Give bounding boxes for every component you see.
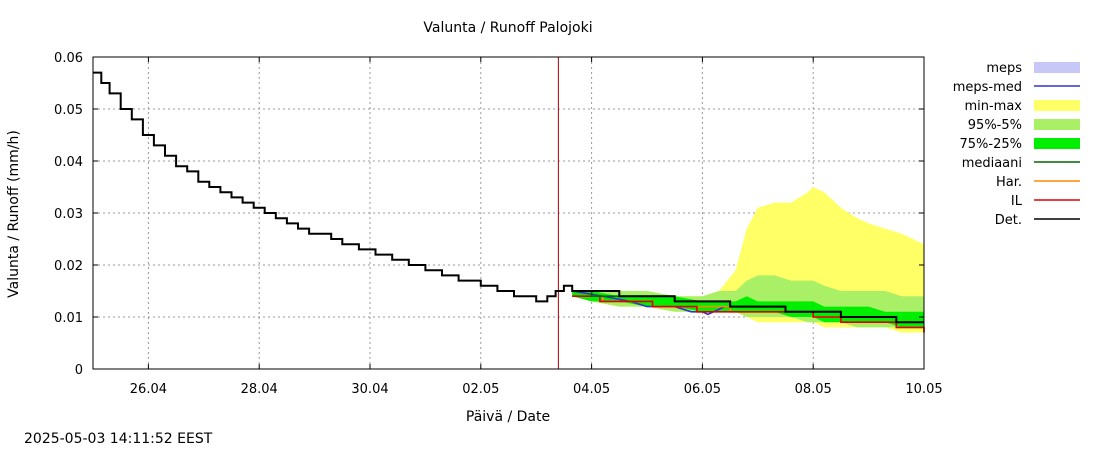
x-tick-label: 28.04 — [241, 382, 278, 397]
y-tick-label: 0.03 — [54, 207, 83, 222]
legend-label: min-max — [964, 99, 1022, 114]
x-tick-label: 26.04 — [130, 382, 167, 397]
x-tick-label: 04.05 — [573, 382, 610, 397]
legend-entry-p95-5: 95%-5% — [968, 118, 1080, 133]
legend-entry-p75-25: 75%-25% — [960, 137, 1080, 152]
y-axis-label: Valunta / Runoff (mm/h) — [6, 130, 22, 298]
legend-entry-mediaani: mediaani — [962, 156, 1080, 171]
y-tick-label: 0 — [75, 363, 83, 378]
legend-entry-har: Har. — [996, 175, 1080, 190]
legend-label: IL — [1011, 194, 1023, 209]
legend-label: 95%-5% — [968, 118, 1022, 133]
y-tick-label: 0.05 — [54, 103, 83, 118]
y-tick-label: 0.06 — [54, 51, 83, 66]
y-tick-label: 0.04 — [54, 155, 83, 170]
legend-entry-meps-med: meps-med — [953, 80, 1080, 95]
legend-label: Har. — [996, 175, 1022, 190]
y-tick-label: 0.01 — [54, 311, 83, 326]
legend-entry-meps: meps — [986, 61, 1080, 76]
x-tick-label: 10.05 — [905, 382, 942, 397]
chart-title: Valunta / Runoff Palojoki — [423, 20, 592, 36]
legend-swatch — [1034, 62, 1080, 73]
legend-label: meps-med — [953, 80, 1022, 95]
legend-label: mediaani — [962, 156, 1022, 171]
x-tick-label: 30.04 — [351, 382, 388, 397]
x-tick-label: 06.05 — [684, 382, 721, 397]
line-layer — [93, 57, 925, 369]
band-p75-25 — [572, 291, 924, 328]
legend: meps meps-med min-max 95%-5% 75%-25% mediaani… — [953, 61, 1080, 228]
legend-entry-min-max: min-max — [964, 99, 1080, 114]
legend-entry-il: IL — [1011, 194, 1080, 209]
legend-label: 75%-25% — [960, 137, 1022, 152]
legend-swatch — [1034, 119, 1080, 130]
series-il — [572, 295, 925, 333]
legend-swatch — [1034, 138, 1080, 149]
timestamp-footer: 2025-05-03 14:11:52 EEST — [24, 431, 213, 447]
legend-swatch — [1034, 100, 1080, 111]
legend-entry-det: Det. — [995, 213, 1080, 228]
x-tick-label: 02.05 — [462, 382, 499, 397]
x-tick-label: 08.05 — [795, 382, 832, 397]
legend-label: Det. — [995, 213, 1022, 228]
x-axis-label: Päivä / Date — [466, 409, 550, 425]
axes: 0 0.01 0.02 0.03 0.04 0.05 0.06 26.04 28.04 30.04… — [54, 51, 943, 397]
y-tick-label: 0.02 — [54, 259, 83, 274]
legend-label: meps — [986, 61, 1022, 76]
series-det — [93, 71, 924, 324]
